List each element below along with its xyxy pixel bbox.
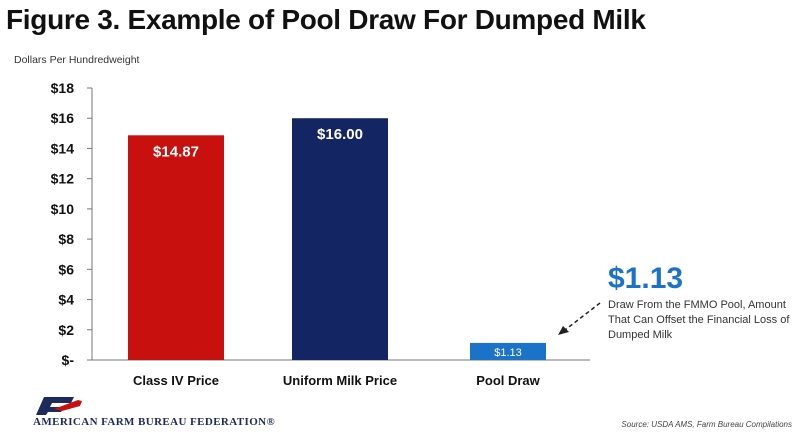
data-label: $16.00	[317, 126, 363, 143]
y-axis-label: Dollars Per Hundredweight	[14, 54, 140, 66]
callout-arrow-line	[564, 302, 601, 331]
category-label: Pool Draw	[476, 373, 540, 388]
category-label: Class IV Price	[133, 373, 219, 388]
bar-1	[128, 135, 224, 360]
y-tick-label: $10	[51, 201, 75, 217]
y-tick-label: $16	[51, 110, 75, 126]
bar-3	[470, 342, 546, 360]
y-tick-label: $6	[58, 261, 74, 277]
callout-description: Draw From the FMMO Pool, Amount That Can…	[608, 299, 790, 341]
y-tick-label: $2	[58, 322, 74, 338]
y-tick-label: $4	[58, 292, 74, 308]
data-label: $14.87	[153, 143, 199, 160]
y-tick-label: $-	[62, 352, 75, 368]
y-tick-label: $8	[58, 231, 74, 247]
page-title: Figure 3. Example of Pool Draw For Dumpe…	[6, 4, 646, 35]
fb-logo-icon	[34, 395, 84, 422]
callout-arrow-head	[558, 326, 569, 335]
callout-value: $1.13	[608, 262, 684, 295]
y-tick-label: $14	[51, 140, 75, 156]
category-label: Uniform Milk Price	[283, 373, 397, 388]
source-note: Source: USDA AMS, Farm Bureau Compilatio…	[621, 420, 792, 429]
y-tick-label: $18	[51, 80, 75, 96]
organization-name: AMERICAN FARM BUREAU FEDERATION®	[33, 416, 276, 428]
bar-2	[292, 118, 388, 360]
y-tick-label: $12	[51, 171, 75, 187]
data-label: $1.13	[494, 347, 522, 359]
